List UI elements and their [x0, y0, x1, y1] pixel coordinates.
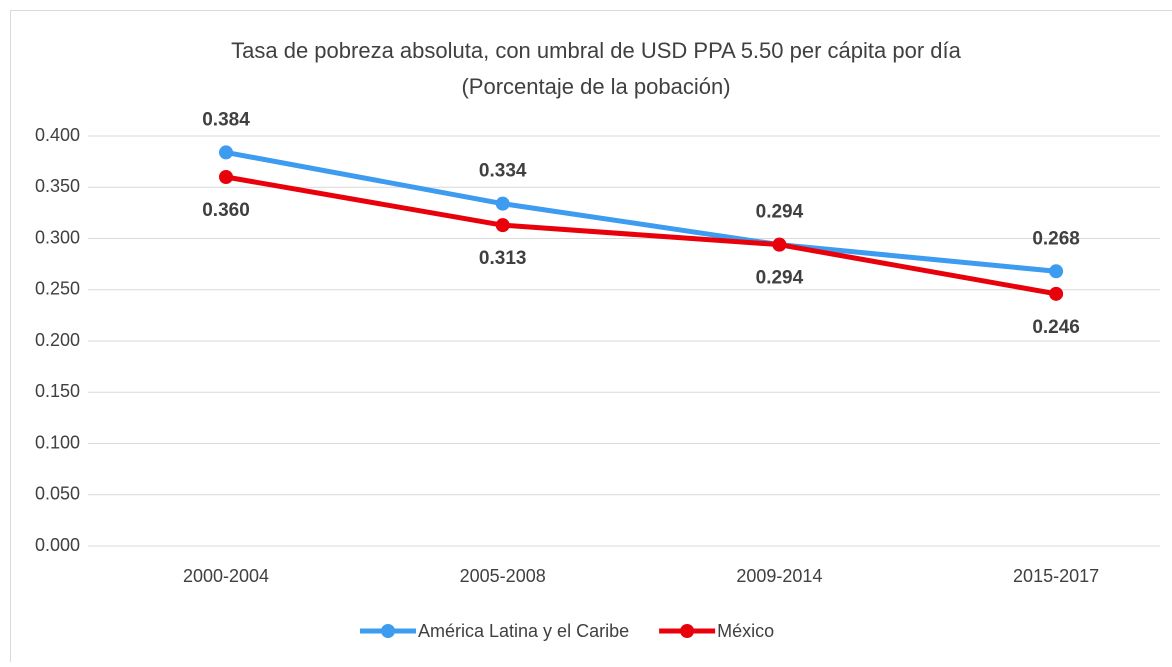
- legend-label: América Latina y el Caribe: [418, 621, 629, 641]
- data-label: 0.268: [1032, 228, 1080, 249]
- data-label: 0.334: [479, 161, 527, 182]
- data-label: 0.360: [202, 200, 250, 221]
- data-label: 0.384: [202, 109, 250, 130]
- x-tick-label: 2009-2014: [736, 566, 822, 586]
- marker: [496, 197, 510, 211]
- legend-marker: [680, 624, 694, 638]
- legend-marker: [381, 624, 395, 638]
- y-tick-label: 0.100: [35, 432, 80, 452]
- x-tick-label: 2005-2008: [460, 566, 546, 586]
- y-tick-label: 0.350: [35, 176, 80, 196]
- chart-title: Tasa de pobreza absoluta, con umbral de …: [231, 38, 961, 63]
- marker: [1049, 287, 1063, 301]
- marker: [1049, 264, 1063, 278]
- data-label: 0.313: [479, 248, 527, 269]
- marker: [772, 238, 786, 252]
- x-tick-label: 2000-2004: [183, 566, 269, 586]
- y-tick-label: 0.250: [35, 279, 80, 299]
- chart-subtitle: (Porcentaje de la pobación): [461, 74, 730, 99]
- chart-border: [11, 11, 1172, 663]
- data-label: 0.246: [1032, 317, 1080, 338]
- x-tick-label: 2015-2017: [1013, 566, 1099, 586]
- y-tick-label: 0.400: [35, 125, 80, 145]
- y-tick-label: 0.300: [35, 227, 80, 247]
- legend-label: México: [717, 621, 774, 641]
- data-label: 0.294: [756, 268, 804, 289]
- y-tick-label: 0.000: [35, 535, 80, 555]
- data-label: 0.294: [756, 202, 804, 223]
- marker: [219, 170, 233, 184]
- y-tick-label: 0.200: [35, 330, 80, 350]
- marker: [496, 218, 510, 232]
- y-tick-label: 0.050: [35, 484, 80, 504]
- marker: [219, 145, 233, 159]
- y-tick-label: 0.150: [35, 381, 80, 401]
